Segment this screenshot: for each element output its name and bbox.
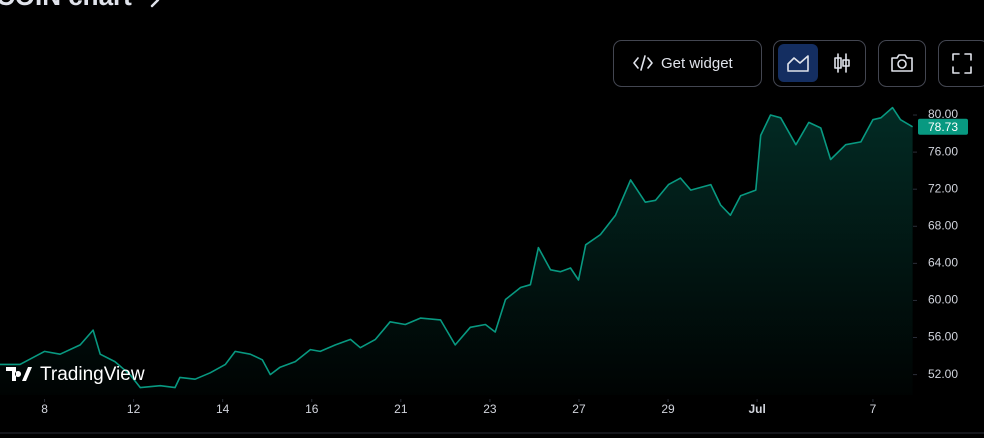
y-tick-label: 64.00 — [928, 256, 958, 270]
watermark-text: TradingView — [40, 364, 145, 385]
x-tick-label: 21 — [394, 402, 408, 416]
area-icon — [787, 55, 809, 72]
button-label: Get widget — [661, 55, 734, 72]
area-style-button[interactable] — [778, 44, 818, 82]
y-tick-label: 52.00 — [928, 367, 958, 381]
x-tick-label: 27 — [572, 402, 586, 416]
x-tick-label: Jul — [748, 402, 765, 416]
candles-style-button[interactable] — [834, 53, 850, 73]
last-price-label: 78.73 — [928, 120, 958, 134]
watermark[interactable]: TradingView — [6, 364, 145, 385]
x-tick-label: 16 — [305, 402, 319, 416]
y-tick-label: 72.00 — [928, 181, 958, 195]
y-tick-label: 80.00 — [928, 107, 958, 121]
snapshot-button[interactable] — [878, 40, 926, 87]
price-line — [0, 106, 914, 389]
chart-style-group — [773, 40, 866, 87]
x-tick-label: 7 — [870, 402, 877, 416]
plot-area — [0, 106, 914, 395]
get-widget-button[interactable]: Get widget — [613, 40, 762, 87]
last-price-box — [918, 118, 968, 135]
y-tick-label: 68.00 — [928, 218, 958, 232]
area-fill — [0, 107, 913, 395]
y-tick-label: 60.00 — [928, 293, 958, 307]
x-tick-label: 8 — [41, 402, 48, 416]
x-tick-label: 12 — [127, 402, 141, 416]
y-tick-label: 56.00 — [928, 330, 958, 344]
chart-title: COIN chart — [0, 0, 132, 11]
x-tick-label: 23 — [483, 402, 497, 416]
x-tick-label: 29 — [661, 402, 675, 416]
y-tick-label: 76.00 — [928, 144, 958, 158]
title-chevron[interactable] — [150, 0, 160, 8]
x-tick-label: 14 — [216, 402, 230, 416]
fullscreen-button[interactable] — [938, 40, 984, 87]
